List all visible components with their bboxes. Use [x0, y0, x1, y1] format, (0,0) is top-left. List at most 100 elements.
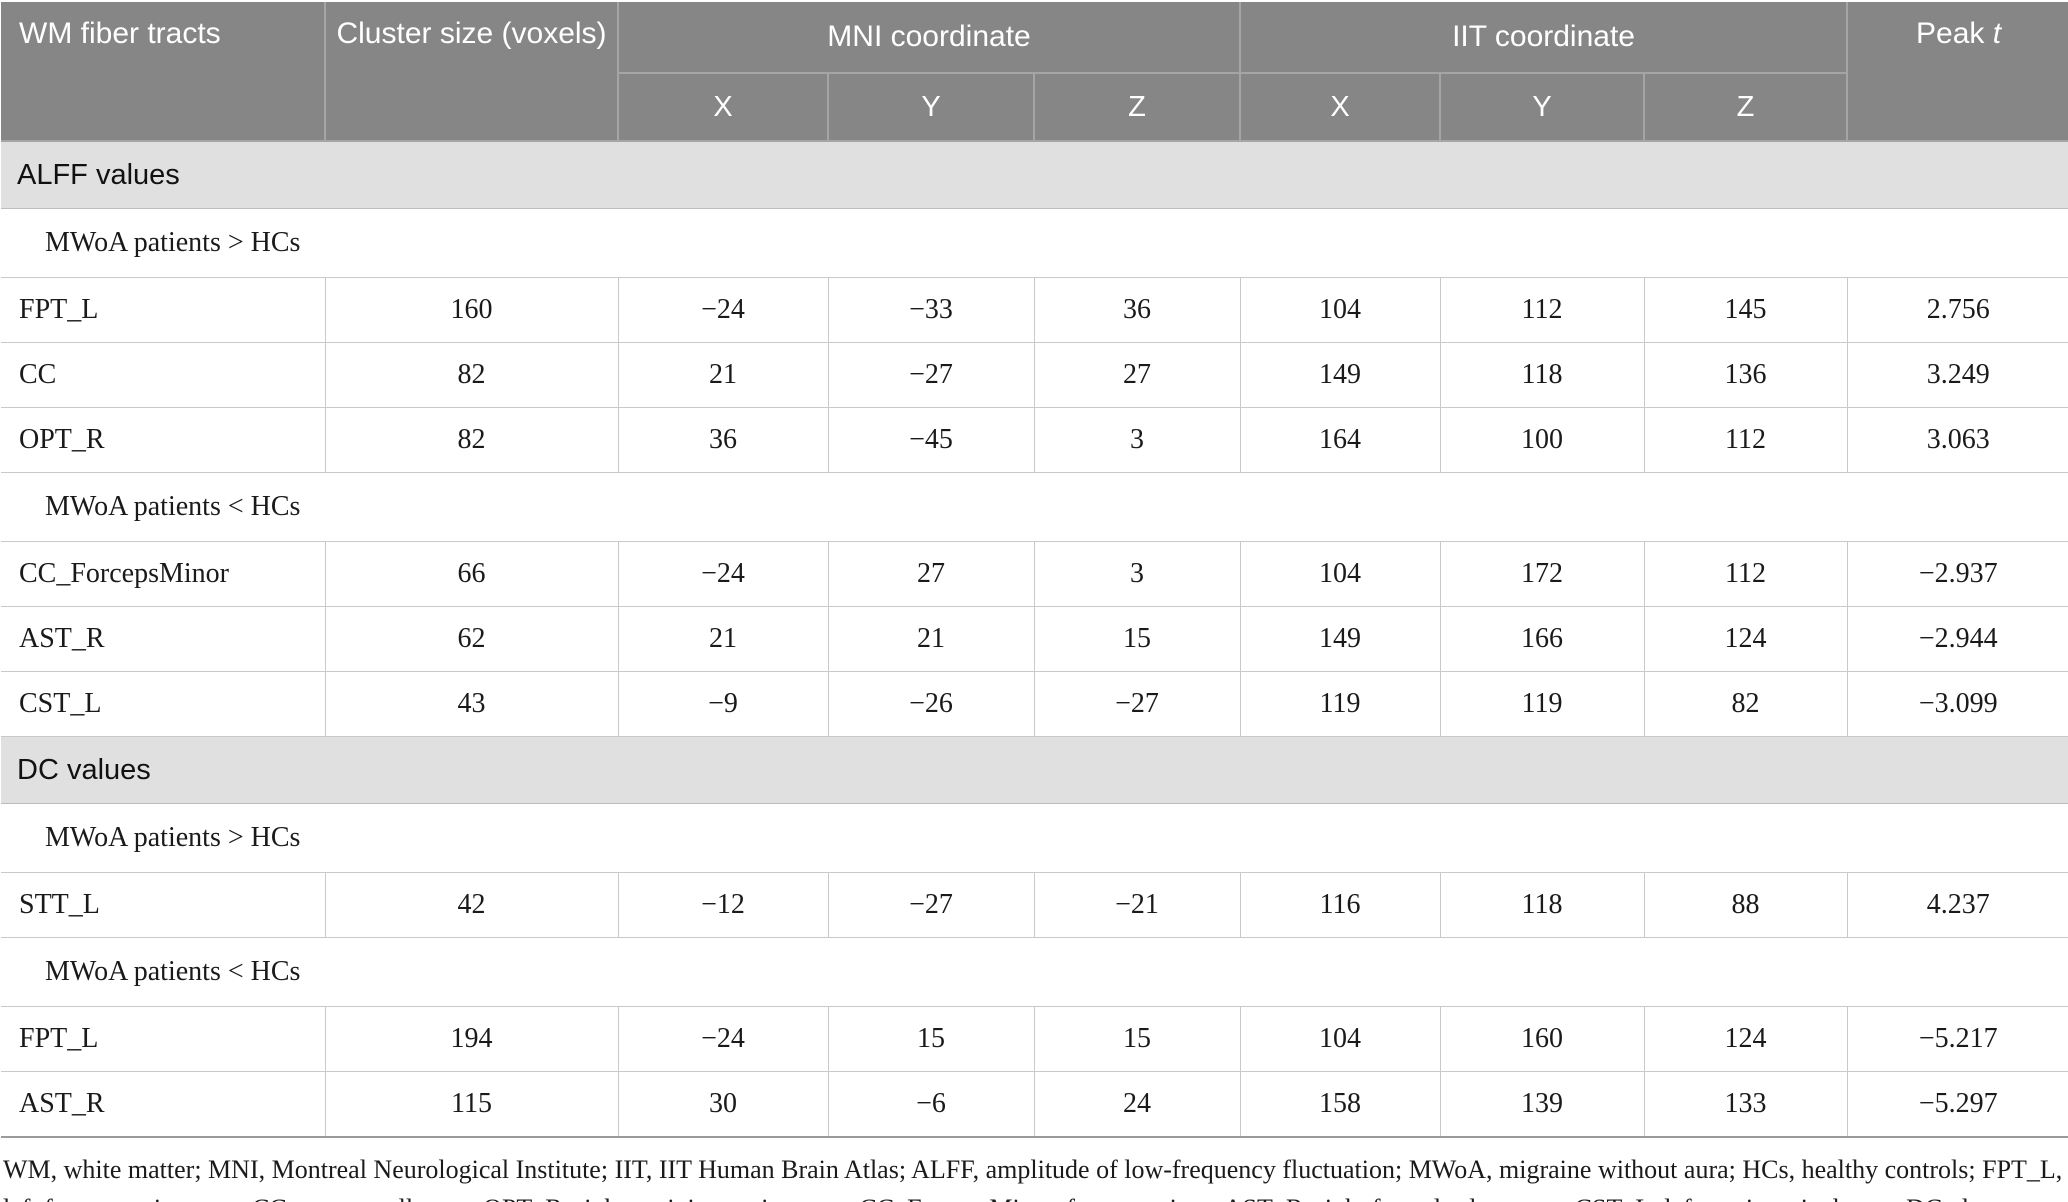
cell-mni-y: −27 — [827, 342, 1035, 408]
cell-tract: CC_ForcepsMinor — [1, 541, 326, 607]
cell-mni-z: 24 — [1033, 1071, 1241, 1138]
cell-mni-y: −6 — [827, 1071, 1035, 1138]
cell-cluster: 66 — [324, 541, 619, 607]
cell-iit-x: 116 — [1239, 872, 1441, 938]
cell-mni-z: 15 — [1033, 1006, 1241, 1072]
table-row: STT_L 42 −12 −27 −21 116 118 88 4.237 — [1, 872, 2068, 938]
cell-cluster: 62 — [324, 606, 619, 672]
group-row: MWoA patients > HCs — [1, 208, 2068, 278]
cell-cluster: 43 — [324, 671, 619, 737]
cell-peak-t: −2.937 — [1846, 541, 2068, 607]
cell-mni-x: −12 — [617, 872, 829, 938]
cell-mni-x: 30 — [617, 1071, 829, 1138]
header-wm-fiber-tracts: WM fiber tracts — [1, 2, 326, 142]
cell-iit-y: 100 — [1439, 407, 1645, 473]
cell-tract: STT_L — [1, 872, 326, 938]
cell-iit-x: 119 — [1239, 671, 1441, 737]
section-title: DC values — [1, 736, 2068, 804]
cell-peak-t: −2.944 — [1846, 606, 2068, 672]
header-row-sub: X Y Z X Y Z — [1, 72, 2068, 142]
cell-tract: AST_R — [1, 606, 326, 672]
cell-mni-x: −24 — [617, 1006, 829, 1072]
group-label: MWoA patients > HCs — [1, 208, 2068, 278]
cell-mni-x: −24 — [617, 541, 829, 607]
cell-iit-z: 82 — [1643, 671, 1848, 737]
group-row: MWoA patients < HCs — [1, 937, 2068, 1007]
cell-mni-z: 3 — [1033, 541, 1241, 607]
cell-peak-t: 2.756 — [1846, 277, 2068, 343]
table-row: CST_L 43 −9 −26 −27 119 119 82 −3.099 — [1, 671, 2068, 737]
cell-iit-x: 149 — [1239, 342, 1441, 408]
header-mni-coordinate: MNI coordinate — [616, 2, 1242, 74]
cell-cluster: 115 — [324, 1071, 619, 1138]
section-row-dc: DC values — [1, 736, 2068, 804]
cell-cluster: 42 — [324, 872, 619, 938]
cell-mni-z: 3 — [1033, 407, 1241, 473]
peak-label: Peak — [1916, 17, 1993, 50]
cell-iit-z: 124 — [1643, 606, 1848, 672]
cell-cluster: 82 — [324, 407, 619, 473]
cell-peak-t: 3.249 — [1846, 342, 2068, 408]
cell-tract: CC — [1, 342, 326, 408]
header-iit-x: X — [1239, 72, 1442, 142]
table-row: CC_ForcepsMinor 66 −24 27 3 104 172 112 … — [1, 541, 2068, 607]
cell-cluster: 82 — [324, 342, 619, 408]
cell-iit-z: 145 — [1643, 277, 1848, 343]
table-row: AST_R 115 30 −6 24 158 139 133 −5.297 — [1, 1071, 2068, 1138]
cell-iit-y: 118 — [1439, 872, 1645, 938]
header-cluster-size: Cluster size (voxels) — [324, 2, 619, 142]
cell-iit-z: 133 — [1643, 1071, 1848, 1138]
section-row-alff: ALFF values — [1, 140, 2068, 209]
cell-mni-y: −45 — [827, 407, 1035, 473]
cell-iit-z: 124 — [1643, 1006, 1848, 1072]
group-label: MWoA patients > HCs — [1, 803, 2068, 873]
group-row: MWoA patients < HCs — [1, 472, 2068, 542]
cell-mni-y: 21 — [827, 606, 1035, 672]
cell-iit-x: 149 — [1239, 606, 1441, 672]
peak-t-italic: t — [1992, 17, 2002, 50]
cell-peak-t: −5.217 — [1846, 1006, 2068, 1072]
cell-mni-x: −24 — [617, 277, 829, 343]
cell-iit-x: 158 — [1239, 1071, 1441, 1138]
header-mni-x: X — [618, 72, 829, 142]
group-label: MWoA patients < HCs — [1, 937, 2068, 1007]
table-body: ALFF values MWoA patients > HCs FPT_L 16… — [1, 140, 2068, 1138]
cell-mni-x: 21 — [617, 342, 829, 408]
cell-mni-x: 21 — [617, 606, 829, 672]
cell-tract: FPT_L — [1, 1006, 326, 1072]
cell-iit-y: 139 — [1439, 1071, 1645, 1138]
cell-cluster: 194 — [324, 1006, 619, 1072]
cell-iit-y: 112 — [1439, 277, 1645, 343]
cell-iit-y: 160 — [1439, 1006, 1645, 1072]
table-row: FPT_L 160 −24 −33 36 104 112 145 2.756 — [1, 277, 2068, 343]
cell-tract: OPT_R — [1, 407, 326, 473]
cell-iit-y: 166 — [1439, 606, 1645, 672]
cell-mni-z: 27 — [1033, 342, 1241, 408]
table-footnote: WM, white matter; MNI, Montreal Neurolog… — [3, 1155, 2063, 1202]
cell-mni-z: −27 — [1033, 671, 1241, 737]
cell-mni-y: −26 — [827, 671, 1035, 737]
header-mni-z: Z — [1032, 72, 1242, 142]
table-row: CC 82 21 −27 27 149 118 136 3.249 — [1, 342, 2068, 408]
table-header: WM fiber tracts Cluster size (voxels) MN… — [1, 2, 2068, 142]
cell-iit-z: 112 — [1643, 541, 1848, 607]
cell-iit-y: 119 — [1439, 671, 1645, 737]
cell-mni-z: 36 — [1033, 277, 1241, 343]
cell-mni-y: 15 — [827, 1006, 1035, 1072]
cell-iit-y: 172 — [1439, 541, 1645, 607]
cell-mni-y: −27 — [827, 872, 1035, 938]
cell-peak-t: −3.099 — [1846, 671, 2068, 737]
cell-iit-y: 118 — [1439, 342, 1645, 408]
header-peak-t: Peak t — [1846, 2, 2068, 142]
cell-tract: FPT_L — [1, 277, 326, 343]
header-mni-y: Y — [827, 72, 1035, 142]
header-iit-y: Y — [1439, 72, 1646, 142]
table-row: OPT_R 82 36 −45 3 164 100 112 3.063 — [1, 407, 2068, 473]
cell-iit-x: 104 — [1239, 277, 1441, 343]
header-row-main: WM fiber tracts Cluster size (voxels) MN… — [1, 2, 2068, 142]
cell-tract: CST_L — [1, 671, 326, 737]
cell-iit-z: 88 — [1643, 872, 1848, 938]
table-row: FPT_L 194 −24 15 15 104 160 124 −5.217 — [1, 1006, 2068, 1072]
group-row: MWoA patients > HCs — [1, 803, 2068, 873]
